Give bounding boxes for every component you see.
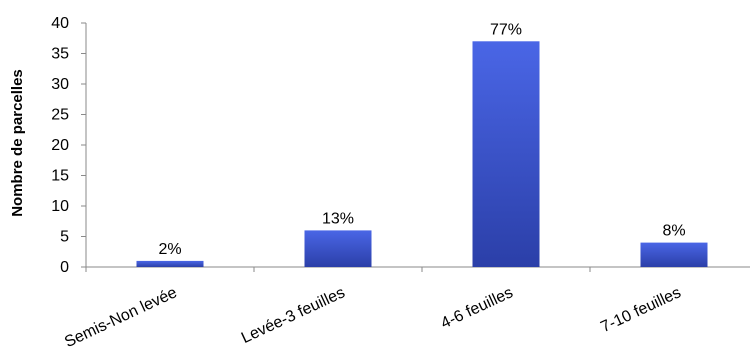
y-tick-label: 40 [51, 15, 69, 32]
bars-layer [136, 41, 708, 267]
y-tick-label: 25 [51, 107, 69, 124]
labels-layer: 2% Semis-Non levée 13% Levée-3 feuilles 77% 4… [62, 21, 685, 351]
x-category-label-3: 4-6 feuilles [438, 284, 515, 332]
data-label-4: 8% [662, 223, 685, 240]
bar-4 [640, 242, 708, 267]
x-category-label-2: Levée-3 feuilles [239, 284, 348, 347]
y-axis-title: Nombre de parcelles [9, 69, 26, 217]
y-tick-label: 0 [60, 259, 69, 276]
x-category-label-4: 7-10 feuilles [598, 284, 683, 336]
data-label-2: 13% [322, 210, 354, 227]
bar-1 [136, 260, 204, 267]
y-tick-label: 10 [51, 198, 69, 215]
axes-layer: 0 5 10 15 20 25 30 35 40 [51, 15, 750, 276]
bar-2 [304, 230, 372, 267]
y-tick-label: 35 [51, 46, 69, 63]
y-tick-label: 5 [60, 229, 69, 246]
bar-3 [472, 41, 540, 267]
data-label-1: 2% [158, 241, 181, 258]
x-category-label-1: Semis-Non levée [62, 284, 180, 351]
y-tick-label: 20 [51, 137, 69, 154]
data-label-3: 77% [490, 21, 522, 38]
y-tick-label: 30 [51, 76, 69, 93]
y-tick-label: 15 [51, 168, 69, 185]
